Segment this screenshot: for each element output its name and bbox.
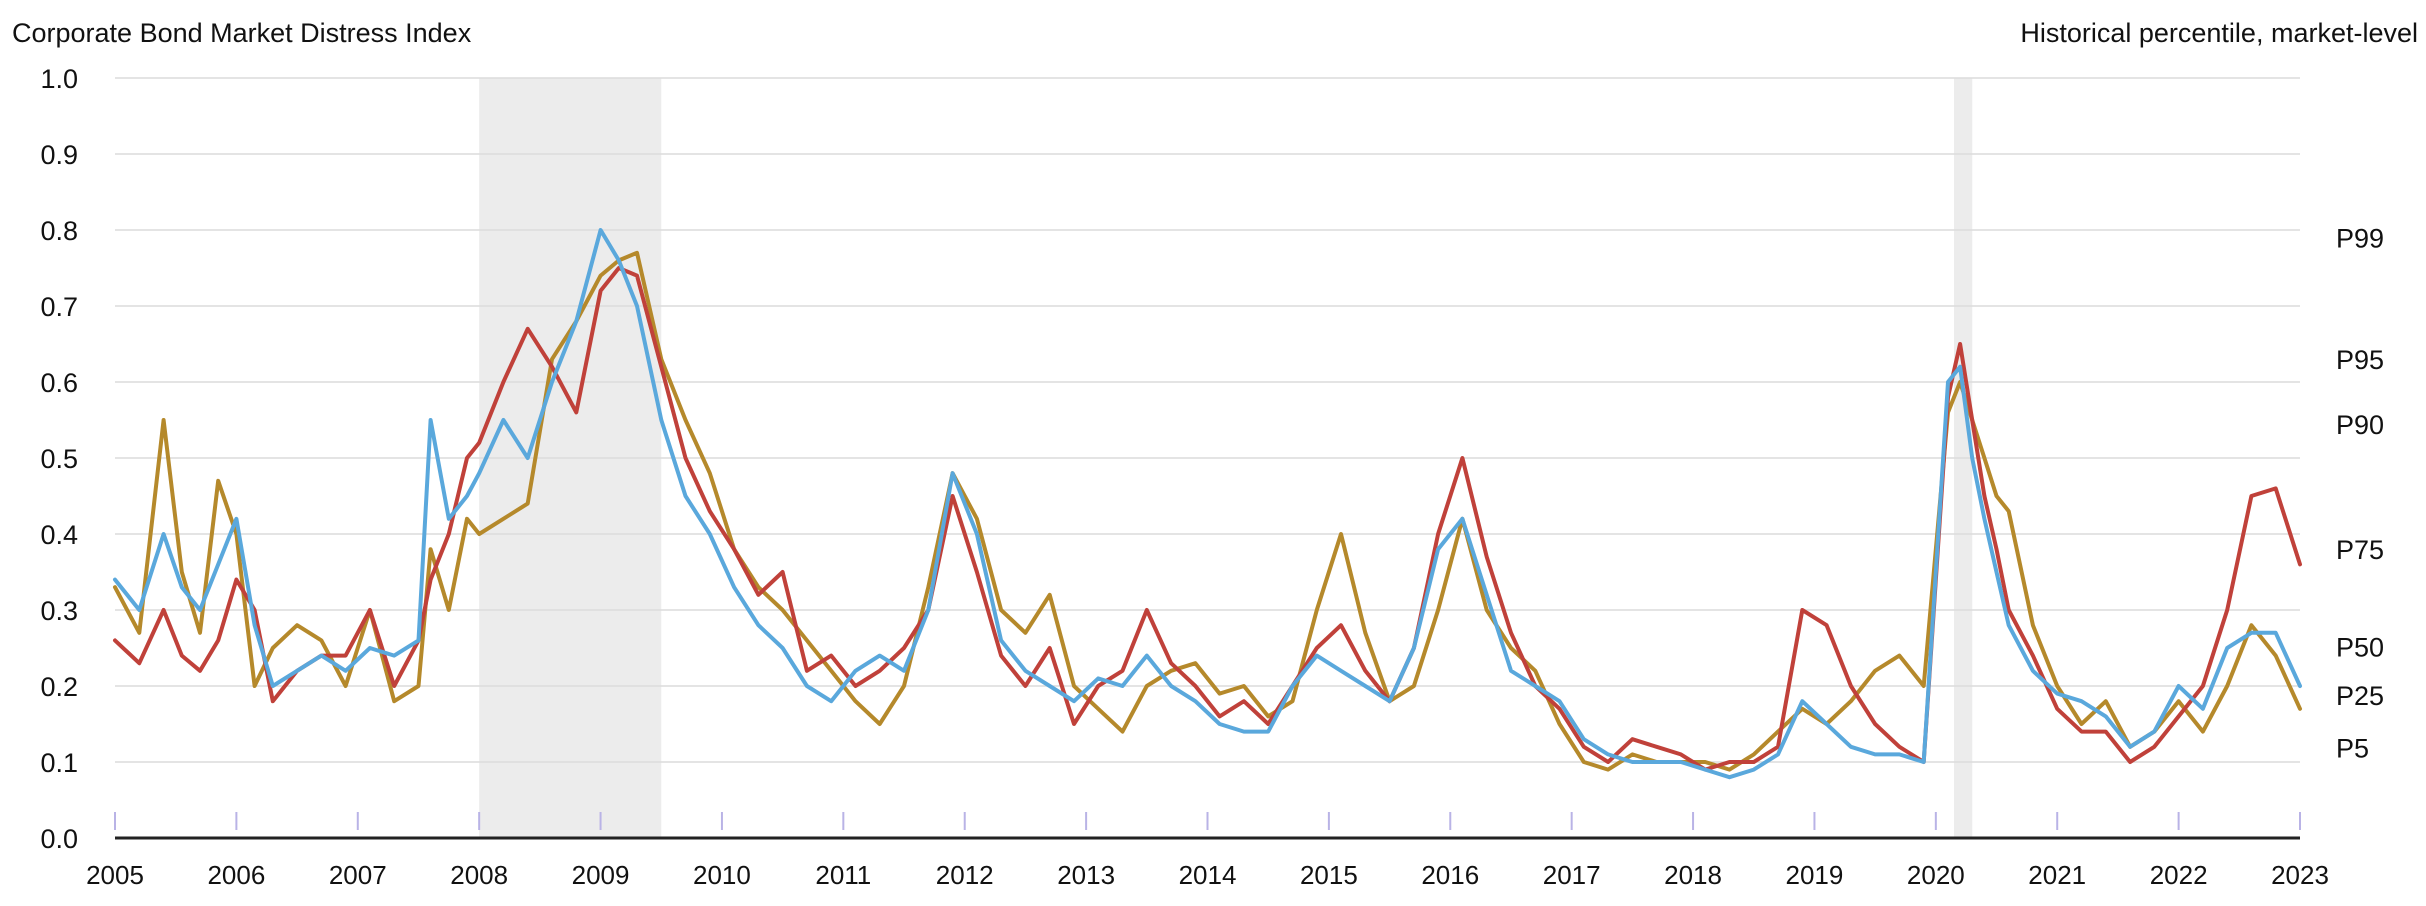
x-tick-label: 2008: [450, 860, 508, 890]
x-tick-label: 2006: [207, 860, 265, 890]
x-tick-label: 2005: [86, 860, 144, 890]
y-tick-label: 0.3: [40, 596, 78, 626]
x-tick-label: 2018: [1664, 860, 1722, 890]
percentile-label: P90: [2336, 410, 2384, 440]
gridlines: [115, 77, 2300, 763]
y-tick-label: 0.7: [40, 292, 78, 322]
x-tick-label: 2016: [1421, 860, 1479, 890]
percentile-labels: P99 P95 P90 P75 P50 P25 P5: [2336, 224, 2384, 764]
x-tick-label: 2011: [815, 860, 871, 890]
percentile-label: P75: [2336, 535, 2384, 565]
right-axis-title: Historical percentile, market-level: [2020, 18, 2418, 48]
series-lines: [113, 228, 2302, 780]
series-line: [113, 228, 2302, 780]
y-tick-label: 0.2: [40, 672, 78, 702]
x-tick-label: 2021: [2028, 860, 2086, 890]
x-tick-label: 2012: [936, 860, 994, 890]
y-tick-label: 0.6: [40, 368, 78, 398]
y-tick-label: 0.0: [40, 824, 78, 854]
y-tick-label: 0.1: [40, 748, 78, 778]
x-tick-label: 2014: [1179, 860, 1237, 890]
x-tick-label: 2023: [2271, 860, 2329, 890]
x-tick-label: 2019: [1786, 860, 1844, 890]
y-tick-label: 0.4: [40, 520, 78, 550]
percentile-label: P5: [2336, 734, 2369, 764]
y-tick-label: 0.8: [40, 216, 78, 246]
percentile-label: P99: [2336, 224, 2384, 254]
x-tick-label: 2013: [1057, 860, 1115, 890]
x-axis-ticks: 2005 2006 2007 2008 2009 2010 2011 2012 2013 2014…: [86, 812, 2329, 890]
percentile-label: P95: [2336, 345, 2384, 375]
chart-title: Corporate Bond Market Distress Index: [12, 18, 472, 48]
x-tick-label: 2007: [329, 860, 387, 890]
y-tick-label: 0.5: [40, 444, 78, 474]
percentile-label: P25: [2336, 681, 2384, 711]
x-tick-label: 2022: [2150, 860, 2208, 890]
x-tick-label: 2017: [1543, 860, 1601, 890]
y-axis-ticks: 0.0 0.1 0.2 0.3 0.4 0.5 0.6 0.7 0.8 0.9 1.0: [40, 64, 78, 854]
x-tick-label: 2010: [693, 860, 751, 890]
percentile-label: P50: [2336, 632, 2384, 662]
x-tick-label: 2009: [572, 860, 630, 890]
x-tick-label: 2015: [1300, 860, 1358, 890]
y-tick-label: 1.0: [40, 64, 78, 94]
x-tick-label: 2020: [1907, 860, 1965, 890]
series-line: [113, 266, 2302, 772]
y-tick-label: 0.9: [40, 140, 78, 170]
